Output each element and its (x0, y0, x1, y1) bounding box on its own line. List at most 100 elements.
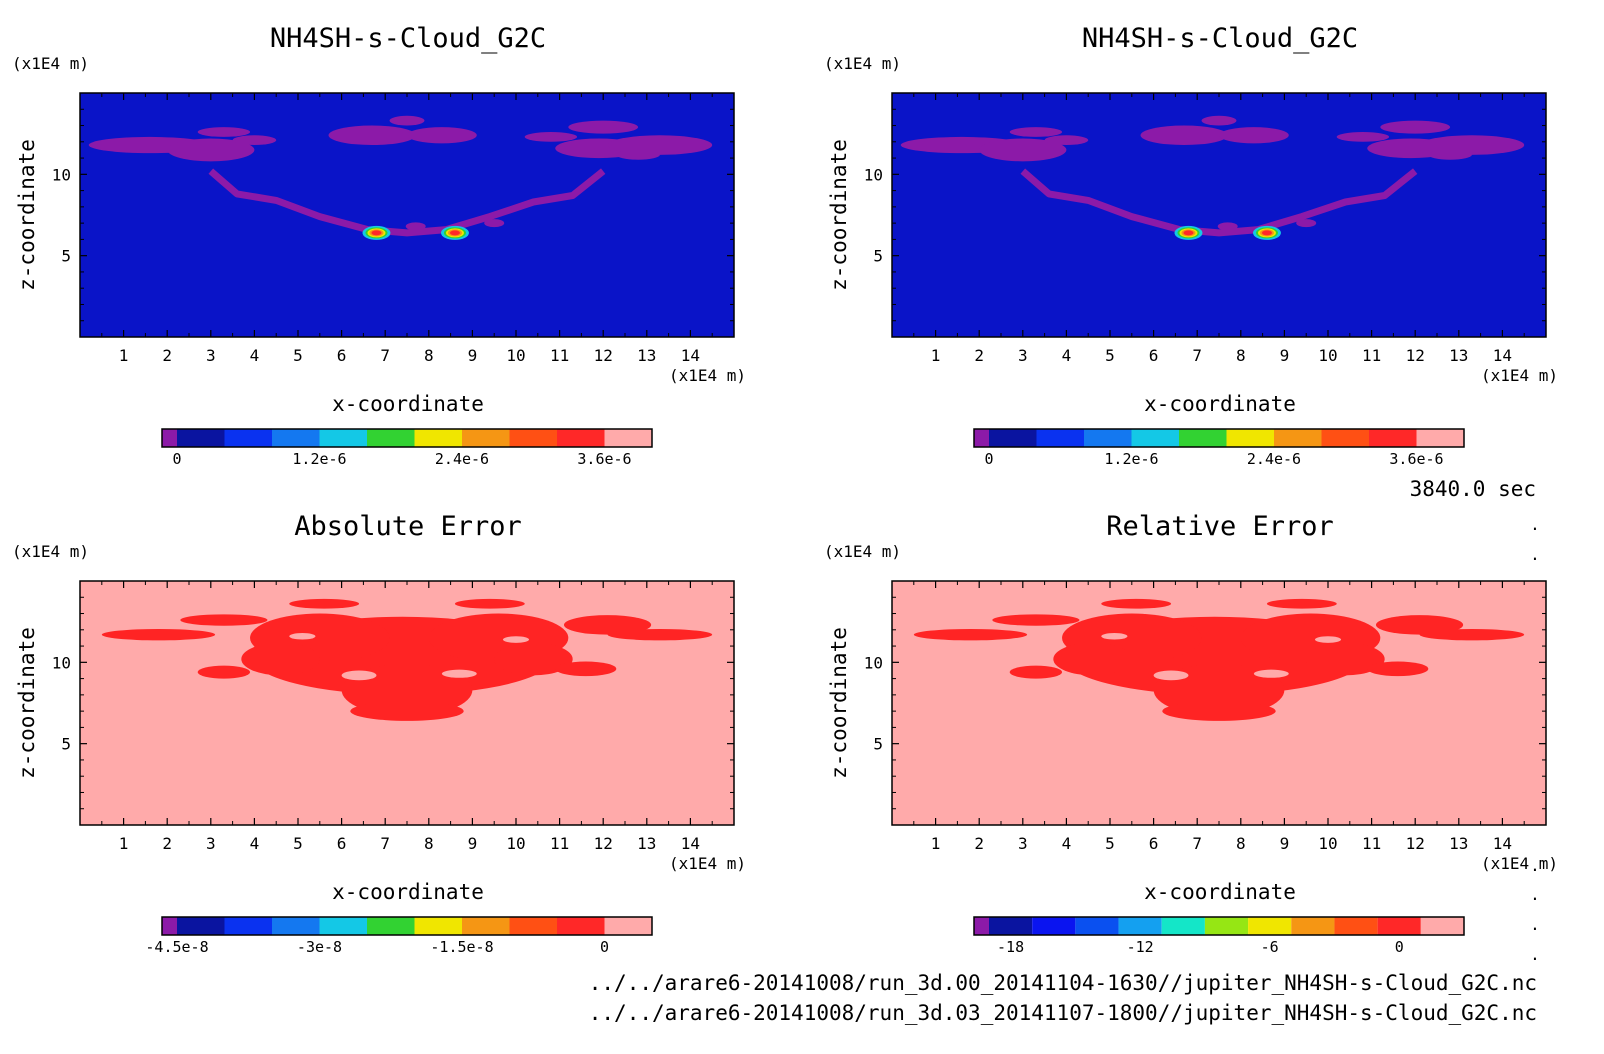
chart-title: Relative Error (1106, 511, 1334, 542)
x-axis: 1 2 3 4 5 6 7 8 9 10 11 12 13 14 (101, 581, 713, 853)
y-axis-label: z-coordinate (827, 627, 851, 779)
cloud-blob (197, 127, 251, 137)
error-region (350, 701, 464, 721)
colorbar-frame (161, 428, 653, 448)
colorbar-swatch (162, 429, 177, 447)
colorbar-swatch (509, 429, 557, 447)
x-tick-label: 3 (1018, 834, 1028, 853)
error-region (494, 642, 573, 676)
x-axis-label: x-coordinate (1144, 392, 1296, 416)
colorbar: 0 1.2e-6 2.4e-6 3.6e-6 (161, 428, 653, 468)
x-axis: 1 2 3 4 5 6 7 8 9 10 11 12 13 14 (913, 93, 1525, 365)
cloud-blob (979, 138, 1067, 162)
hot-spot (371, 230, 382, 236)
colorbar-swatch (272, 917, 320, 935)
dot: . (1530, 915, 1540, 934)
hot-spot (449, 230, 460, 236)
colorbar-swatch (557, 429, 605, 447)
error-gap (1101, 633, 1128, 640)
x-tick-label: 7 (1192, 834, 1202, 853)
x-tick-label: 10 (1318, 346, 1337, 365)
colorbar-swatch (462, 917, 510, 935)
x-tick-label: 1 (119, 834, 129, 853)
dot: . (1530, 515, 1540, 534)
x-tick-label: 14 (1493, 834, 1512, 853)
error-region (1306, 642, 1385, 676)
cloud-blob (1419, 135, 1525, 155)
hot-spot (1183, 230, 1194, 236)
y-tick-label: 10 (52, 653, 71, 672)
cloud-blob (484, 219, 505, 228)
y-unit-label: (x1E4 m) (12, 54, 89, 73)
error-region (1419, 628, 1525, 641)
colorbar-swatch (1226, 429, 1274, 447)
error-gap (1201, 606, 1246, 612)
error-region (607, 628, 713, 641)
colorbar-label: 3.6e-6 (1389, 450, 1443, 468)
colorbar-swatch (462, 429, 510, 447)
colorbar-swatch (177, 917, 225, 935)
colorbar-label: -18 (997, 938, 1024, 956)
x-tick-label: 11 (550, 346, 569, 365)
error-gap (1253, 669, 1289, 678)
colorbar-swatch (319, 429, 367, 447)
panel-1: NH4SH-s-Cloud_G2C(x1E4 m)1 2 3 4 5 6 7 8 9 10 11 12… (12, 23, 746, 468)
cloud-blob (1044, 135, 1089, 146)
error-region (1367, 661, 1429, 677)
chart-title: NH4SH-s-Cloud_G2C (270, 23, 546, 54)
x-tick-label: 5 (293, 346, 303, 365)
colorbar-swatch (162, 917, 177, 935)
field-features (88, 115, 713, 240)
dot: . (1530, 945, 1540, 964)
colorbar-swatch (224, 917, 272, 935)
x-tick-label: 6 (337, 346, 347, 365)
colorbar-swatch (974, 917, 989, 935)
error-region (1009, 665, 1063, 679)
x-axis-label: x-coordinate (332, 392, 484, 416)
x-tick-label: 8 (424, 346, 434, 365)
file-path-1: ../../arare6-20141008/run_3d.00_20141104… (589, 971, 1537, 995)
y-tick-label: 5 (61, 735, 71, 754)
x-tick-label: 9 (1280, 834, 1290, 853)
colorbar-swatch (1291, 917, 1335, 935)
y-tick-label: 10 (52, 165, 71, 184)
cloud-blob (616, 149, 660, 160)
x-tick-label: 4 (1062, 834, 1072, 853)
colorbar-swatch (1369, 429, 1417, 447)
x-tick-label: 5 (1105, 834, 1115, 853)
x-tick-label: 2 (162, 346, 172, 365)
colorbar: -18 -12 -6 0 (973, 916, 1465, 956)
x-tick-label: 8 (1236, 346, 1246, 365)
colorbar-swatch (319, 917, 367, 935)
colorbar-swatch (272, 429, 320, 447)
x-tick-label: 2 (974, 346, 984, 365)
x-tick-label: 1 (119, 346, 129, 365)
colorbar-label: 2.4e-6 (1247, 450, 1301, 468)
x-tick-label: 7 (380, 834, 390, 853)
cloud-blob (405, 222, 426, 231)
colorbar-swatch (1118, 917, 1162, 935)
cloud-blob (1336, 132, 1390, 142)
cloud-arc (1020, 168, 1418, 237)
error-region (1266, 598, 1337, 609)
cloud-blob (1217, 222, 1238, 231)
error-gap (389, 606, 434, 612)
x-tick-label: 11 (550, 834, 569, 853)
colorbar-label: 2.4e-6 (435, 450, 489, 468)
x-tick-label: 1 (931, 834, 941, 853)
x-tick-label: 13 (1449, 346, 1468, 365)
y-tick-label: 5 (873, 247, 883, 266)
x-tick-label: 9 (468, 834, 478, 853)
y-axis-label: z-coordinate (15, 627, 39, 779)
error-region (563, 615, 652, 635)
x-axis: 1 2 3 4 5 6 7 8 9 10 11 12 13 14 (913, 581, 1525, 853)
colorbar-label: 1.2e-6 (1104, 450, 1158, 468)
cloud-blob (607, 135, 713, 155)
colorbar-swatch (974, 429, 989, 447)
x-tick-label: 9 (468, 346, 478, 365)
colorbar-swatch (1420, 917, 1464, 935)
error-region (1162, 701, 1276, 721)
cloud-blob (232, 135, 277, 146)
x-tick-label: 13 (637, 346, 656, 365)
panel-2: NH4SH-s-Cloud_G2C(x1E4 m)1 2 3 4 5 6 7 8 9 10 11 12… (824, 23, 1558, 468)
